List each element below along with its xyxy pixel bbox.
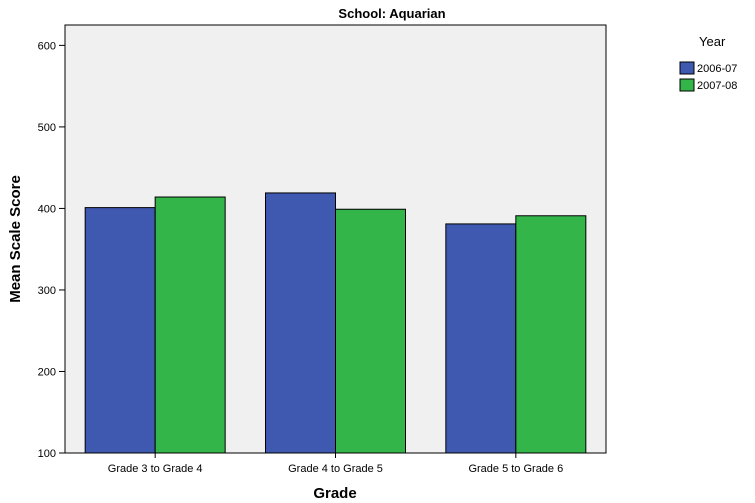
bar-grade-4-to-grade-5-2007-08 (335, 208, 406, 454)
chart-title: School: Aquarian (338, 6, 445, 21)
x-tick-label-grade-4-to-grade-5: Grade 4 to Grade 5 (288, 463, 383, 475)
x-tick-label-grade-3-to-grade-4: Grade 3 to Grade 4 (108, 463, 203, 475)
bar-grade-5-to-grade-6-2006-07 (445, 223, 517, 454)
legend-label-2006-07: 2006-07 (697, 63, 737, 75)
bar-grade-3-to-grade-4-2006-07 (84, 207, 156, 454)
legend-swatch-2007-08 (679, 78, 695, 92)
bars-group (84, 192, 587, 454)
legend: Year 2006-07 2007-08 (679, 34, 737, 92)
y-tick-label-200: 200 (38, 366, 56, 378)
y-tick-label-100: 100 (38, 448, 56, 460)
x-axis: Grade 3 to Grade 4 Grade 4 to Grade 5 Grad… (108, 453, 563, 475)
x-axis-title: Grade (313, 485, 356, 502)
y-axis: 100 200 300 400 500 600 (38, 40, 65, 460)
bar-grade-3-to-grade-4-2007-08 (154, 196, 226, 454)
legend-title: Year (699, 34, 726, 49)
y-tick-label-500: 500 (38, 122, 56, 134)
legend-swatch-2006-07 (679, 61, 695, 75)
bar-grade-5-to-grade-6-2007-08 (515, 215, 587, 454)
y-tick-label-300: 300 (38, 285, 56, 297)
y-tick-label-400: 400 (38, 203, 56, 215)
bar-grade-4-to-grade-5-2006-07 (265, 192, 336, 454)
y-tick-label-600: 600 (38, 40, 56, 52)
legend-label-2007-08: 2007-08 (697, 80, 737, 92)
x-tick-label-grade-5-to-grade-6: Grade 5 to Grade 6 (468, 463, 563, 475)
y-axis-title: Mean Scale Score (7, 175, 24, 303)
